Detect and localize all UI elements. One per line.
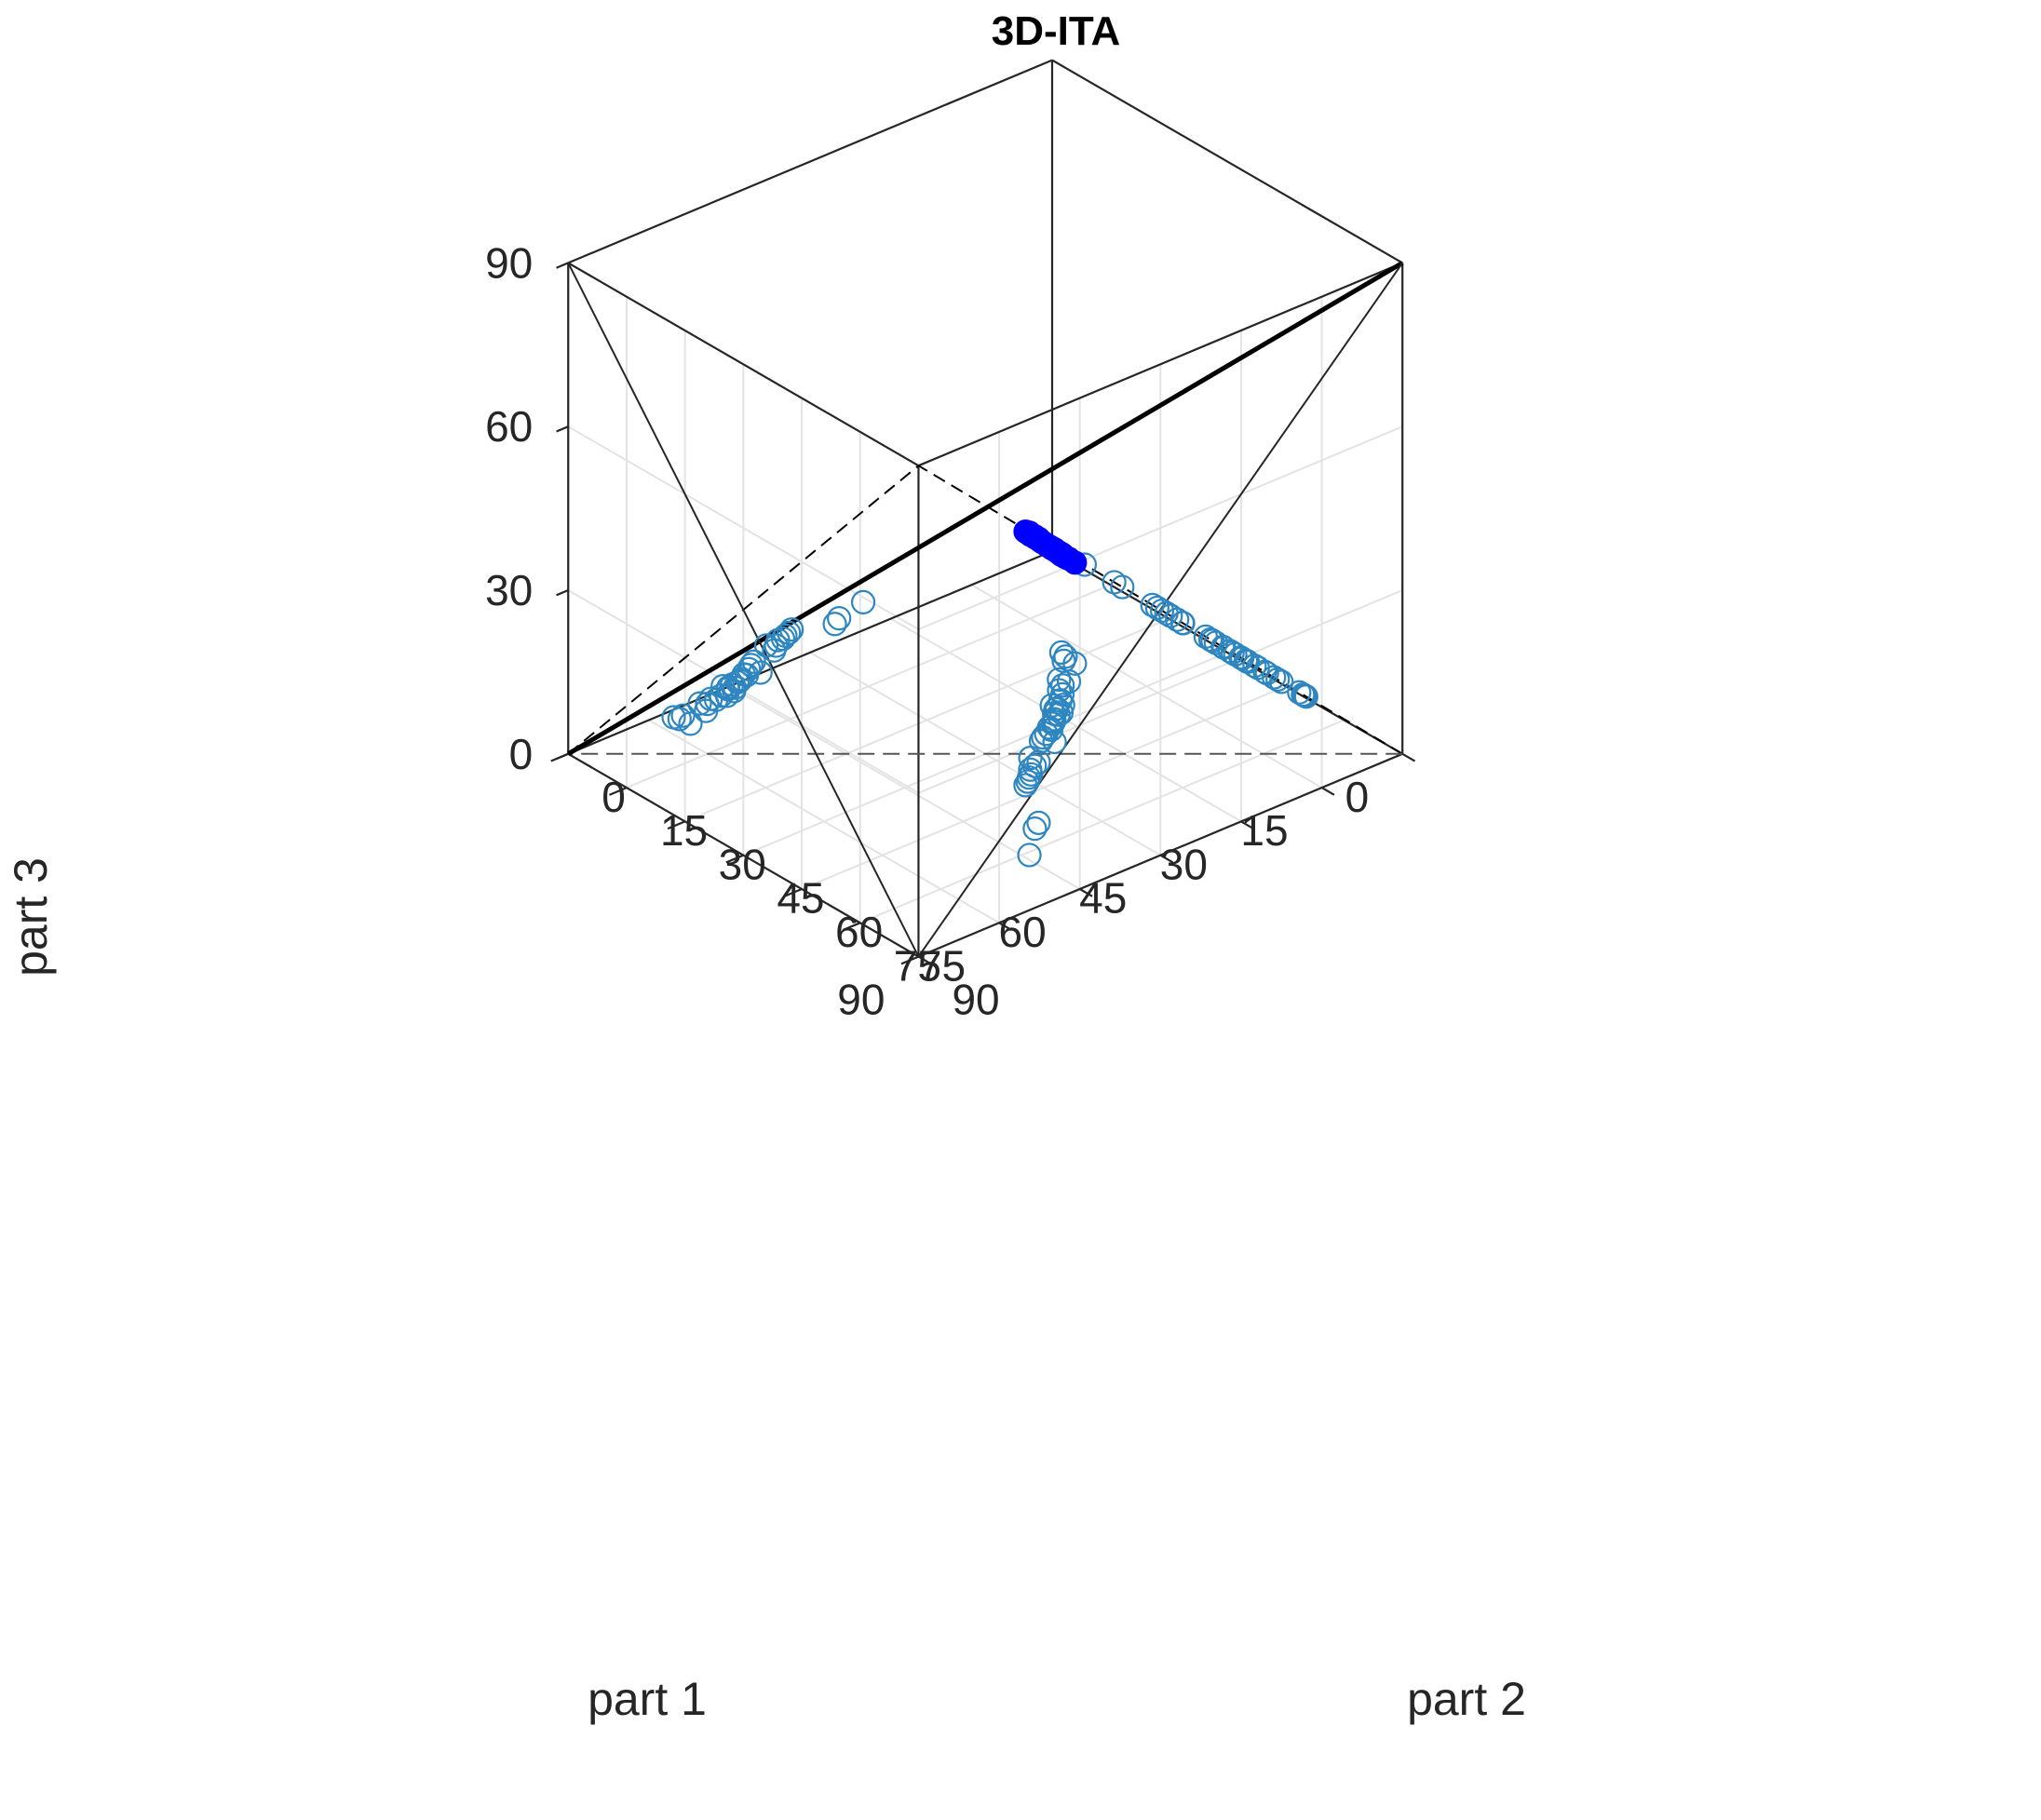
projection-marker-xy [1034, 721, 1059, 747]
x-tick-mark [1159, 854, 1174, 864]
projection-marker-yz [827, 606, 852, 631]
projection-marker-xz [1140, 592, 1165, 617]
x-tick-mark [1079, 888, 1093, 897]
projection-marker-yz [777, 620, 802, 645]
projection-marker-xz [1291, 682, 1316, 708]
projection-marker-xz [1144, 595, 1169, 621]
z-tick-label: 60 [485, 402, 533, 451]
axes-box-edge [918, 262, 1403, 467]
y-tick-label: 90 [952, 976, 999, 1024]
z-tick-label: 30 [485, 566, 533, 614]
projection-marker-yz [738, 653, 764, 678]
projection-marker-yz [737, 656, 762, 681]
z-tick-mark [556, 752, 569, 761]
y-tick-mark [667, 820, 686, 830]
x-tick-label: 15 [1240, 806, 1288, 855]
projection-marker-yz [678, 711, 703, 736]
y-tick-mark [842, 922, 861, 932]
projection-marker-yz [748, 660, 773, 685]
reference-line-xz [917, 465, 1403, 755]
y-tick-mark [725, 854, 744, 864]
axes-box-edge [567, 262, 920, 467]
y-tick-label: 15 [660, 806, 708, 855]
grid-line-wall-xz [918, 589, 1403, 794]
z-tick-mark [556, 588, 569, 597]
y-tick-mark [784, 887, 803, 897]
projection-marker-xy [1050, 673, 1075, 698]
axes-box-edge [567, 549, 1053, 755]
projection-marker-xz [1193, 624, 1218, 649]
z-tick-mark [556, 262, 569, 269]
grid-line-wall-xz [918, 425, 1403, 630]
projection-marker-xy [1062, 651, 1088, 676]
trend-line [566, 261, 1404, 756]
projection-marker-xy [1022, 816, 1048, 842]
projection-marker-xy [1015, 769, 1040, 794]
x-tick-label: 45 [1079, 874, 1127, 923]
grid-line-floor-y [801, 685, 1287, 890]
projection-marker-yz [753, 633, 779, 658]
projection-marker-xz [1197, 627, 1223, 653]
y-tick-mark [609, 787, 628, 796]
projection-marker-yz [822, 612, 847, 637]
x-tick-mark [1240, 820, 1254, 830]
x-tick-mark [1321, 787, 1335, 796]
y-tick-label: 30 [719, 840, 766, 888]
projection-marker-xz [1200, 628, 1225, 654]
projection-markers [661, 552, 1318, 868]
x-axis-label: part 1 [588, 1673, 707, 1725]
z-tick-label: 0 [509, 730, 534, 778]
grid-line-floor-y [684, 617, 1169, 823]
projection-marker-yz [770, 627, 796, 652]
x-tick-label: 75 [918, 941, 966, 990]
y-tick-label: 60 [835, 908, 883, 956]
projection-marker-xy [1026, 810, 1051, 835]
data-markers [1013, 519, 1088, 575]
y-tick-label: 75 [894, 941, 941, 990]
z-tick-mark [556, 425, 569, 433]
x-tick-mark [1401, 752, 1416, 762]
grid-line-wall-yz [567, 425, 919, 630]
projection-marker-xz [1102, 570, 1127, 595]
projection-marker-yz [670, 703, 696, 728]
projection-marker-yz [773, 623, 798, 648]
projection-marker-xy [1042, 729, 1067, 755]
x-tick-mark [917, 955, 932, 965]
x-tick-label: 30 [1160, 840, 1208, 888]
axes-box-edge [1051, 550, 1403, 755]
y-tick-label: 0 [601, 773, 626, 821]
y-tick-label: 45 [777, 874, 824, 923]
projection-marker-yz [687, 691, 712, 716]
z-axis-label: part 3 [5, 857, 57, 977]
projection-marker-xy [1013, 773, 1038, 798]
data-marker [1017, 520, 1042, 546]
reference-line-wall-diagonal [567, 262, 920, 958]
x-tick-label: 0 [1345, 773, 1370, 821]
x-tick-label: 90 [837, 976, 885, 1024]
axes-box-edge [567, 59, 1053, 264]
grid-line-floor-y [626, 584, 1112, 789]
projection-marker-xz [1287, 680, 1312, 705]
x-tick-label: 60 [999, 908, 1047, 956]
projection-marker-yz [850, 589, 876, 615]
projection-marker-xy [1047, 667, 1072, 693]
chart-title: 3D-ITA [992, 8, 1121, 54]
y-axis-label: part 2 [1407, 1673, 1526, 1725]
projection-marker-xy [1017, 843, 1042, 868]
x-tick-mark [998, 922, 1013, 931]
projection-marker-yz [667, 707, 692, 732]
y-tick-mark [900, 955, 919, 965]
projection-marker-yz [779, 617, 804, 642]
projection-marker-xy [1031, 725, 1056, 750]
z-tick-label: 90 [485, 238, 533, 287]
axes-box-edge [1051, 59, 1403, 264]
